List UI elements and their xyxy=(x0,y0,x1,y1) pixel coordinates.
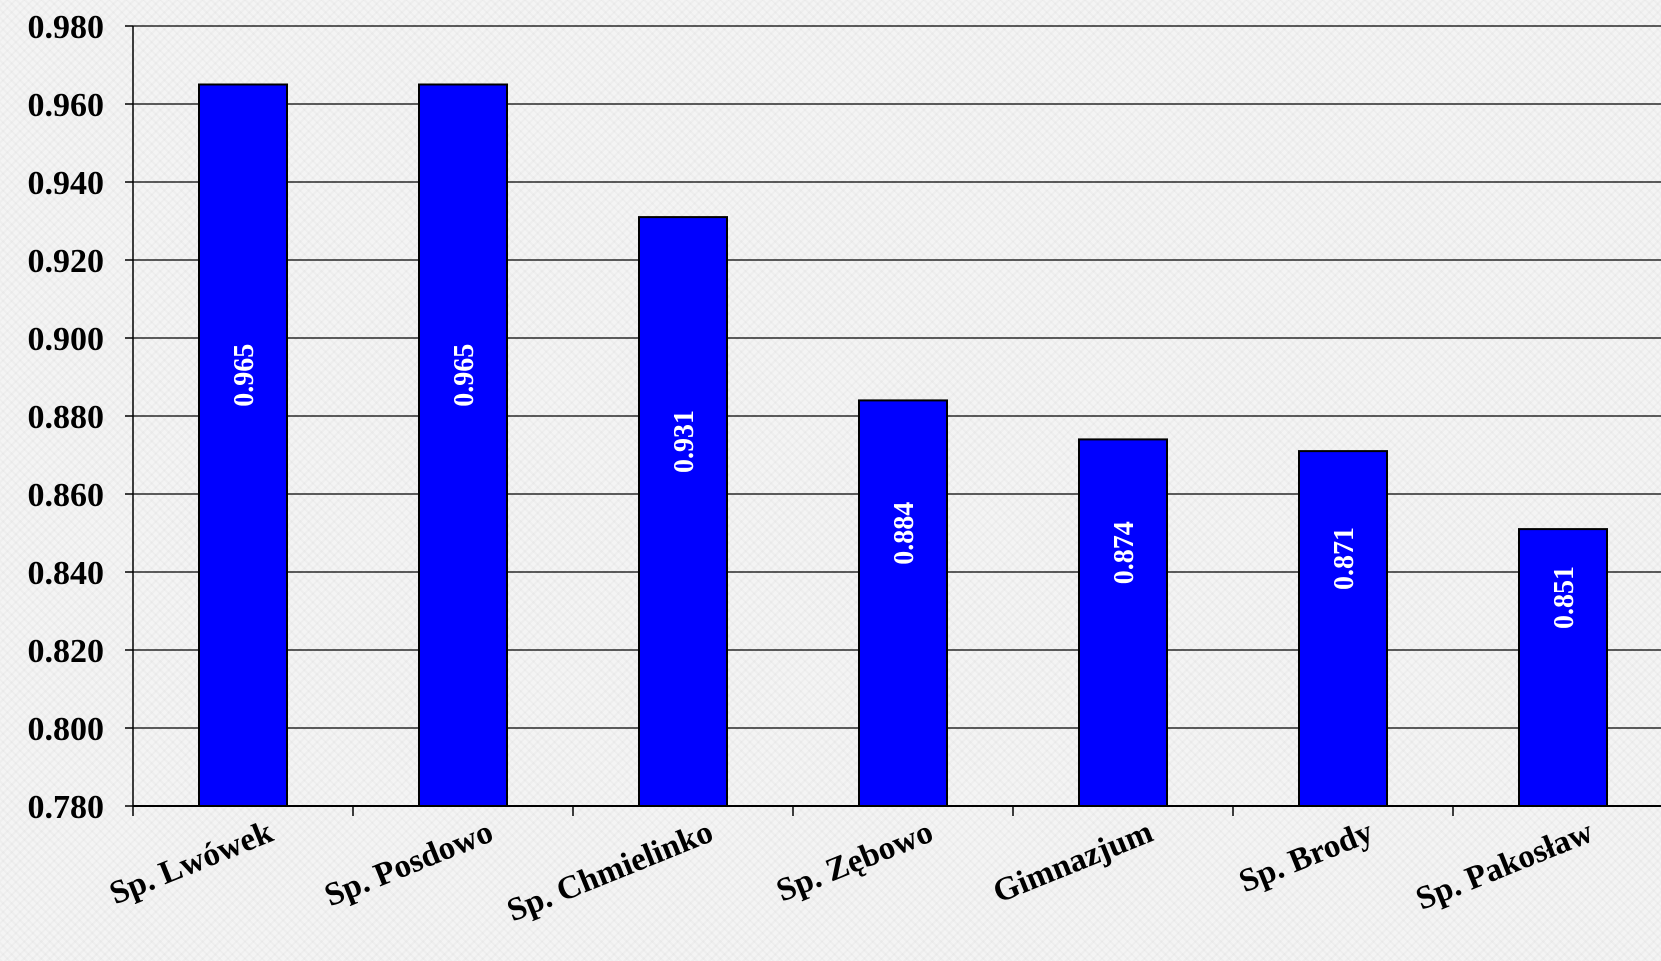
y-tick-label: 0.780 xyxy=(28,789,105,826)
data-label: 0.874 xyxy=(1109,521,1140,584)
x-tick-label: Sp. Zębowo xyxy=(771,814,938,909)
y-tick-label: 0.920 xyxy=(28,243,105,280)
bar xyxy=(858,399,948,807)
x-tick-label: Gimnazjum xyxy=(988,814,1158,911)
y-tick-label: 0.860 xyxy=(28,477,105,514)
y-tick-labels: 0.780 0.800 0.820 0.840 0.860 0.880 0.900 0.920… xyxy=(28,9,105,826)
y-tick-label: 0.840 xyxy=(28,555,105,592)
data-label: 0.965 xyxy=(449,344,480,407)
bar xyxy=(198,83,288,807)
bar xyxy=(1298,450,1388,807)
bar xyxy=(418,83,508,807)
bar xyxy=(1518,528,1608,807)
data-label: 0.965 xyxy=(229,344,260,407)
y-tick-label: 0.880 xyxy=(28,399,105,436)
x-tick-labels: Sp. Lwówek Sp. Posdowo Sp. Chmielinko Sp. Z… xyxy=(105,814,1598,929)
bar xyxy=(638,216,728,808)
data-label: 0.851 xyxy=(1549,566,1580,629)
y-tick-label: 0.820 xyxy=(28,633,105,670)
y-tick-label: 0.980 xyxy=(28,9,105,46)
data-label: 0.884 xyxy=(889,502,920,565)
axes xyxy=(125,25,1661,816)
data-labels: 0.965 0.965 0.931 0.884 0.874 0.871 0.851 xyxy=(229,344,1580,629)
x-tick-label: Sp. Pakosław xyxy=(1411,814,1598,918)
data-label: 0.931 xyxy=(669,410,700,473)
bars xyxy=(198,83,1608,808)
x-tick-label: Sp. Brody xyxy=(1234,814,1378,900)
x-tick-label: Sp. Lwówek xyxy=(105,814,279,912)
y-tick-label: 0.900 xyxy=(28,321,105,358)
x-tick-label: Sp. Posdowo xyxy=(320,814,498,914)
y-tick-label: 0.800 xyxy=(28,711,105,748)
y-tick-label: 0.960 xyxy=(28,87,105,124)
y-tick-label: 0.940 xyxy=(28,165,105,202)
bar xyxy=(1078,438,1168,807)
x-tick-label: Sp. Chmielinko xyxy=(502,814,718,929)
data-label: 0.871 xyxy=(1329,527,1360,590)
